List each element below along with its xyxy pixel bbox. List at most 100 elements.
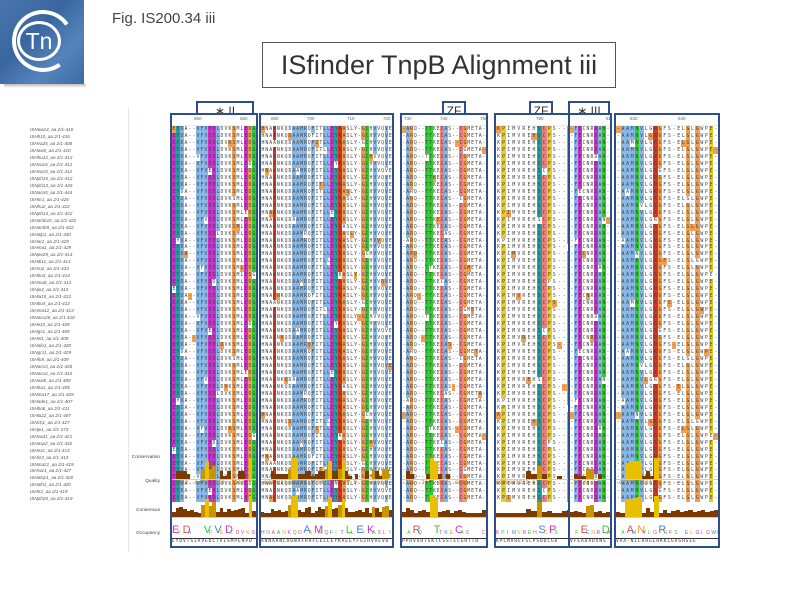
- sequence-label: ISHalh1_aa 2/1-420: [30, 482, 71, 488]
- sequence-label: ISHalp1_aa 2/1-430: [30, 231, 71, 237]
- consensus-sequence: KPLMVREFSCPSDDCGD: [496, 538, 582, 545]
- conservation-scores: -0677713180-0-----------: [616, 481, 696, 486]
- sequence-label: ISHwa5_aa 2/1-409: [30, 377, 71, 383]
- sequence-label: ISHamb9_aa 2/1-422: [30, 224, 74, 230]
- sequence-label: ISHva16_aa 2/1-412: [30, 161, 73, 167]
- sequence-label: ISHru2_aa 2/1-433: [30, 266, 69, 272]
- sequence-label: ISHel1_aa 2/1-409: [30, 336, 69, 342]
- sequence-label: ISNaco4_aa 2/1-410: [30, 370, 73, 376]
- conservation-histogram: [402, 450, 486, 480]
- quality-histogram: [172, 488, 256, 518]
- conservation-scores: -00322224882233123347334731 2--3043144-: [261, 481, 391, 486]
- sequence-label: ISHwa5_aa 2/1-410: [30, 147, 71, 153]
- sequence-label: ISHmu8_aa 2/1-413: [30, 280, 72, 286]
- sequence-label: ISHma12_aa 2/1-413: [30, 308, 74, 314]
- sequence-label: ISHla22_aa 2/1-407: [30, 412, 71, 418]
- sequence-label: ISHje1_aa 2/1-373: [30, 426, 69, 432]
- sequence-label: ISHl13_aa 2/1-413: [30, 454, 69, 460]
- quality-histogram: [261, 488, 392, 518]
- page-title: ISfinder TnpB Alignment iii: [262, 42, 616, 88]
- sequence-label: ISHade1_aa 2/1-407: [30, 398, 73, 404]
- sequence-label: ISNwa14_aa 2/1-416: [30, 127, 74, 132]
- sequence-label: ISHhu12_aa 2/1-413: [30, 154, 73, 160]
- sequence-label: ISHfo5_aa 2/1-409: [30, 356, 69, 362]
- consensus-sequence: EYDVTSIAVEDLTVISMPENPD: [172, 538, 256, 545]
- sequence-label: ISHgs1_aa 2/1-409: [30, 329, 70, 335]
- sequence-label: ISNma17_aa 2/1-429: [30, 391, 74, 397]
